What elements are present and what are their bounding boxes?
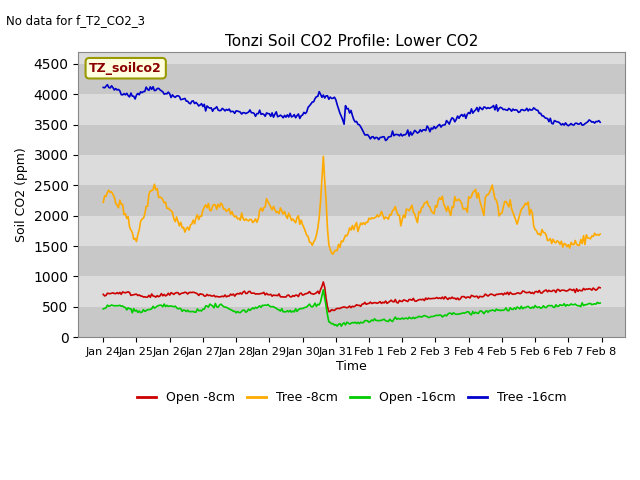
Bar <box>79 185 625 216</box>
Bar <box>79 125 625 155</box>
Title: Tonzi Soil CO2 Profile: Lower CO2: Tonzi Soil CO2 Profile: Lower CO2 <box>225 34 478 49</box>
Text: No data for f_T2_CO2_3: No data for f_T2_CO2_3 <box>6 14 145 27</box>
Bar <box>79 307 625 337</box>
Y-axis label: Soil CO2 (ppm): Soil CO2 (ppm) <box>15 147 28 242</box>
Bar <box>79 246 625 276</box>
Legend: Open -8cm, Tree -8cm, Open -16cm, Tree -16cm: Open -8cm, Tree -8cm, Open -16cm, Tree -… <box>132 386 572 409</box>
X-axis label: Time: Time <box>337 360 367 372</box>
Bar <box>79 64 625 94</box>
Text: TZ_soilco2: TZ_soilco2 <box>90 62 162 75</box>
